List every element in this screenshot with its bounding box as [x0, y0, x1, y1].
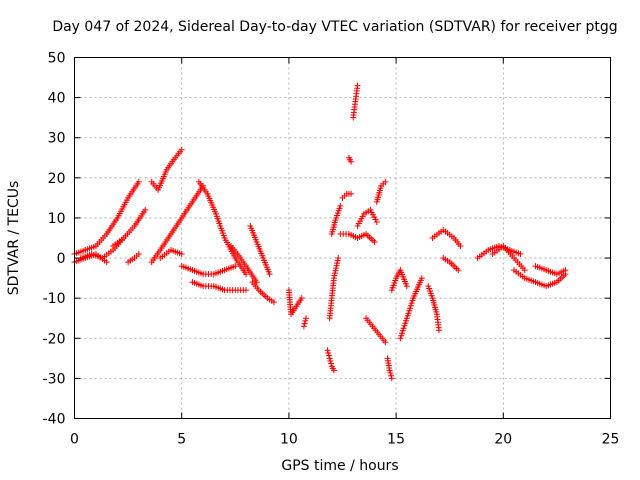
x-tick-label: 5	[177, 432, 186, 448]
x-tick-label: 15	[387, 432, 405, 448]
data-point	[333, 265, 340, 272]
data-point	[354, 82, 361, 89]
data-point	[388, 375, 395, 382]
x-tick-label: 25	[602, 432, 620, 448]
data-point	[142, 206, 149, 213]
data-point	[135, 251, 142, 258]
x-tick-label: 20	[494, 432, 512, 448]
data-point	[403, 317, 410, 324]
data-point	[327, 358, 334, 365]
data-point	[333, 262, 340, 269]
data-point	[301, 320, 308, 327]
data-point	[386, 367, 393, 374]
data-point	[348, 190, 355, 197]
plot-frame	[74, 57, 611, 419]
data-point	[326, 355, 333, 362]
data-point	[398, 332, 405, 339]
data-point	[334, 260, 341, 267]
data-point	[404, 312, 411, 319]
data-point	[303, 315, 310, 322]
data-point	[178, 146, 185, 153]
x-axis-label: GPS time / hours	[281, 458, 398, 474]
data-point	[405, 310, 412, 317]
data-point	[407, 305, 414, 312]
data-point	[325, 352, 332, 359]
data-point	[382, 339, 389, 346]
data-point	[330, 275, 337, 282]
data-point	[517, 251, 524, 258]
data-point	[562, 267, 569, 274]
data-point	[398, 330, 405, 337]
y-tick-label: 40	[48, 91, 66, 107]
data-point	[243, 271, 250, 278]
x-tick-label: 0	[70, 432, 79, 448]
data-point	[382, 178, 389, 185]
y-tick-label: 50	[48, 51, 66, 67]
data-point	[455, 267, 462, 274]
data-point	[325, 349, 332, 356]
data-point	[406, 307, 413, 314]
data-point	[397, 335, 404, 342]
data-point	[457, 243, 464, 250]
data-point	[435, 327, 442, 334]
data-point	[232, 263, 239, 270]
data-point	[401, 322, 408, 329]
data-point	[371, 239, 378, 246]
x-tick-label: 10	[280, 432, 298, 448]
data-point	[334, 257, 341, 264]
y-axis-label: SDTVAR / TECUs	[6, 181, 22, 296]
data-point	[348, 158, 355, 165]
data-point	[521, 267, 528, 274]
y-tick-label: 10	[48, 211, 66, 227]
data-point	[407, 302, 414, 309]
data-point	[408, 300, 415, 307]
y-tick-label: -10	[43, 291, 66, 307]
y-axis-ticks: -40 -30 -20 -10 0 10 20 30 40 50	[43, 51, 611, 428]
grid-layer	[74, 57, 611, 419]
data-point	[324, 347, 331, 354]
y-tick-label: -20	[43, 331, 66, 347]
data-point	[270, 299, 277, 306]
data-point	[300, 323, 307, 330]
y-tick-label: 20	[48, 171, 66, 187]
data-point	[103, 259, 110, 266]
data-point	[243, 287, 250, 294]
data-point	[400, 325, 407, 332]
data-point	[302, 317, 309, 324]
data-point	[331, 272, 338, 279]
y-tick-label: -40	[43, 412, 66, 428]
data-point	[388, 372, 395, 379]
y-tick-label: -30	[43, 371, 66, 387]
data-point	[402, 320, 409, 327]
data-point	[330, 367, 337, 374]
x-axis-ticks: 0 5 10 15 20 25	[70, 57, 620, 448]
data-point	[335, 255, 342, 262]
data-point	[387, 370, 394, 377]
data-point	[403, 315, 410, 322]
data-point	[331, 270, 338, 277]
data-point	[332, 267, 339, 274]
data-point	[418, 275, 425, 282]
data-point	[399, 327, 406, 334]
data-point	[266, 271, 273, 278]
data-point	[328, 360, 335, 367]
data-point	[409, 297, 416, 304]
points-layer	[71, 82, 569, 382]
data-point	[298, 295, 305, 302]
y-tick-label: 0	[57, 251, 66, 267]
chart-title: Day 047 of 2024, Sidereal Day-to-day VTE…	[52, 19, 617, 35]
data-point	[337, 202, 344, 209]
data-point	[135, 178, 142, 185]
data-point	[178, 251, 185, 258]
y-tick-label: 30	[48, 131, 66, 147]
data-point	[373, 218, 380, 225]
data-point	[403, 283, 410, 290]
